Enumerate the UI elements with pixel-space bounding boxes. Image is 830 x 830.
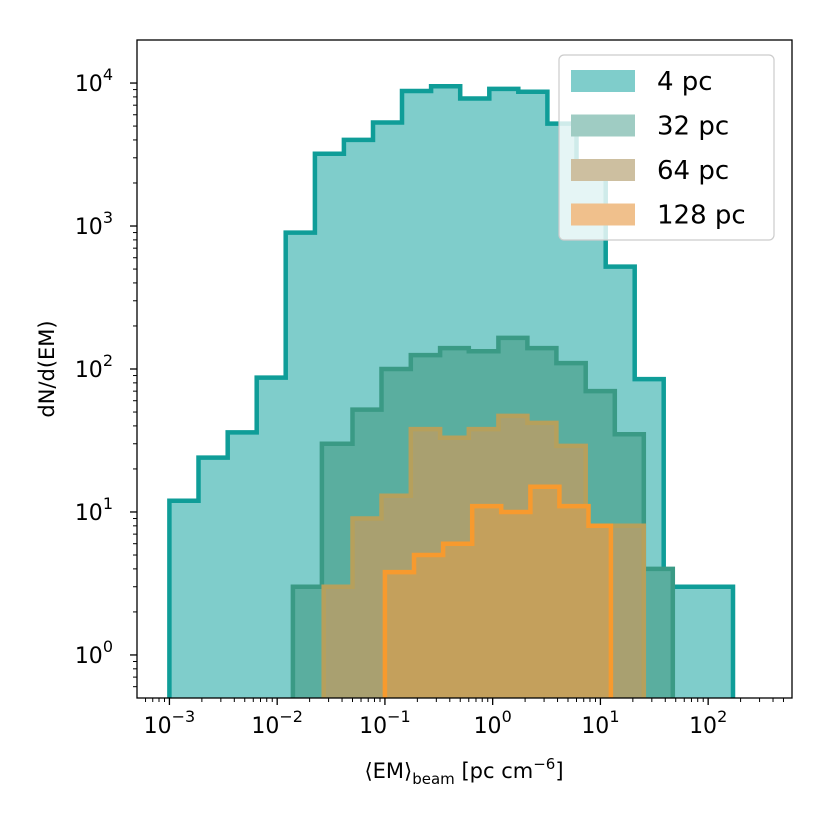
x-tick-label: 10−3 xyxy=(144,707,196,739)
legend-swatch xyxy=(571,159,635,181)
legend-label: 32 pc xyxy=(657,112,729,142)
x-axis-label-subscript: beam xyxy=(412,770,455,788)
series-outline xyxy=(382,484,614,698)
legend-label: 64 pc xyxy=(657,156,729,186)
x-tick-label: 102 xyxy=(689,707,727,739)
x-tick-label: 100 xyxy=(474,707,512,739)
series-outline xyxy=(321,413,647,698)
y-axis-label: dN/d(EM) xyxy=(35,320,59,417)
legend-label: 128 pc xyxy=(657,201,746,231)
series-4 xyxy=(382,484,614,698)
ticks-layer: 10−3 10−2 10−1 100 101 102 100 101 102 103 104 xyxy=(75,65,784,739)
x-axis-label-main: ⟨EM⟩ xyxy=(364,759,412,783)
legend-label: 4 pc xyxy=(657,67,713,97)
series-outline xyxy=(290,335,676,698)
x-axis-label: ⟨EM⟩beam [pc cm−6] xyxy=(364,755,563,788)
y-tick-label: 104 xyxy=(75,65,113,97)
x-axis-label-exponent: −6 xyxy=(533,755,555,773)
legend-box xyxy=(558,54,775,241)
legend-swatch xyxy=(571,114,635,137)
x-axis-label-close: ] xyxy=(555,759,563,783)
legend-swatch xyxy=(571,203,635,226)
y-tick-label: 101 xyxy=(75,494,113,526)
series-fill xyxy=(384,486,611,698)
legend-swatch xyxy=(571,70,635,92)
x-tick-label: 10−1 xyxy=(359,707,411,739)
x-tick-label: 10−2 xyxy=(251,707,303,739)
y-tick-label: 103 xyxy=(75,208,113,240)
legend: 4 pc 32 pc 64 pc 128 pc xyxy=(558,54,775,241)
x-axis-label-unit: [pc cm xyxy=(455,759,533,783)
series-outline xyxy=(167,83,736,698)
x-tick-label: 101 xyxy=(581,707,619,739)
y-tick-label: 100 xyxy=(75,637,113,669)
y-tick-label: 102 xyxy=(75,351,113,383)
